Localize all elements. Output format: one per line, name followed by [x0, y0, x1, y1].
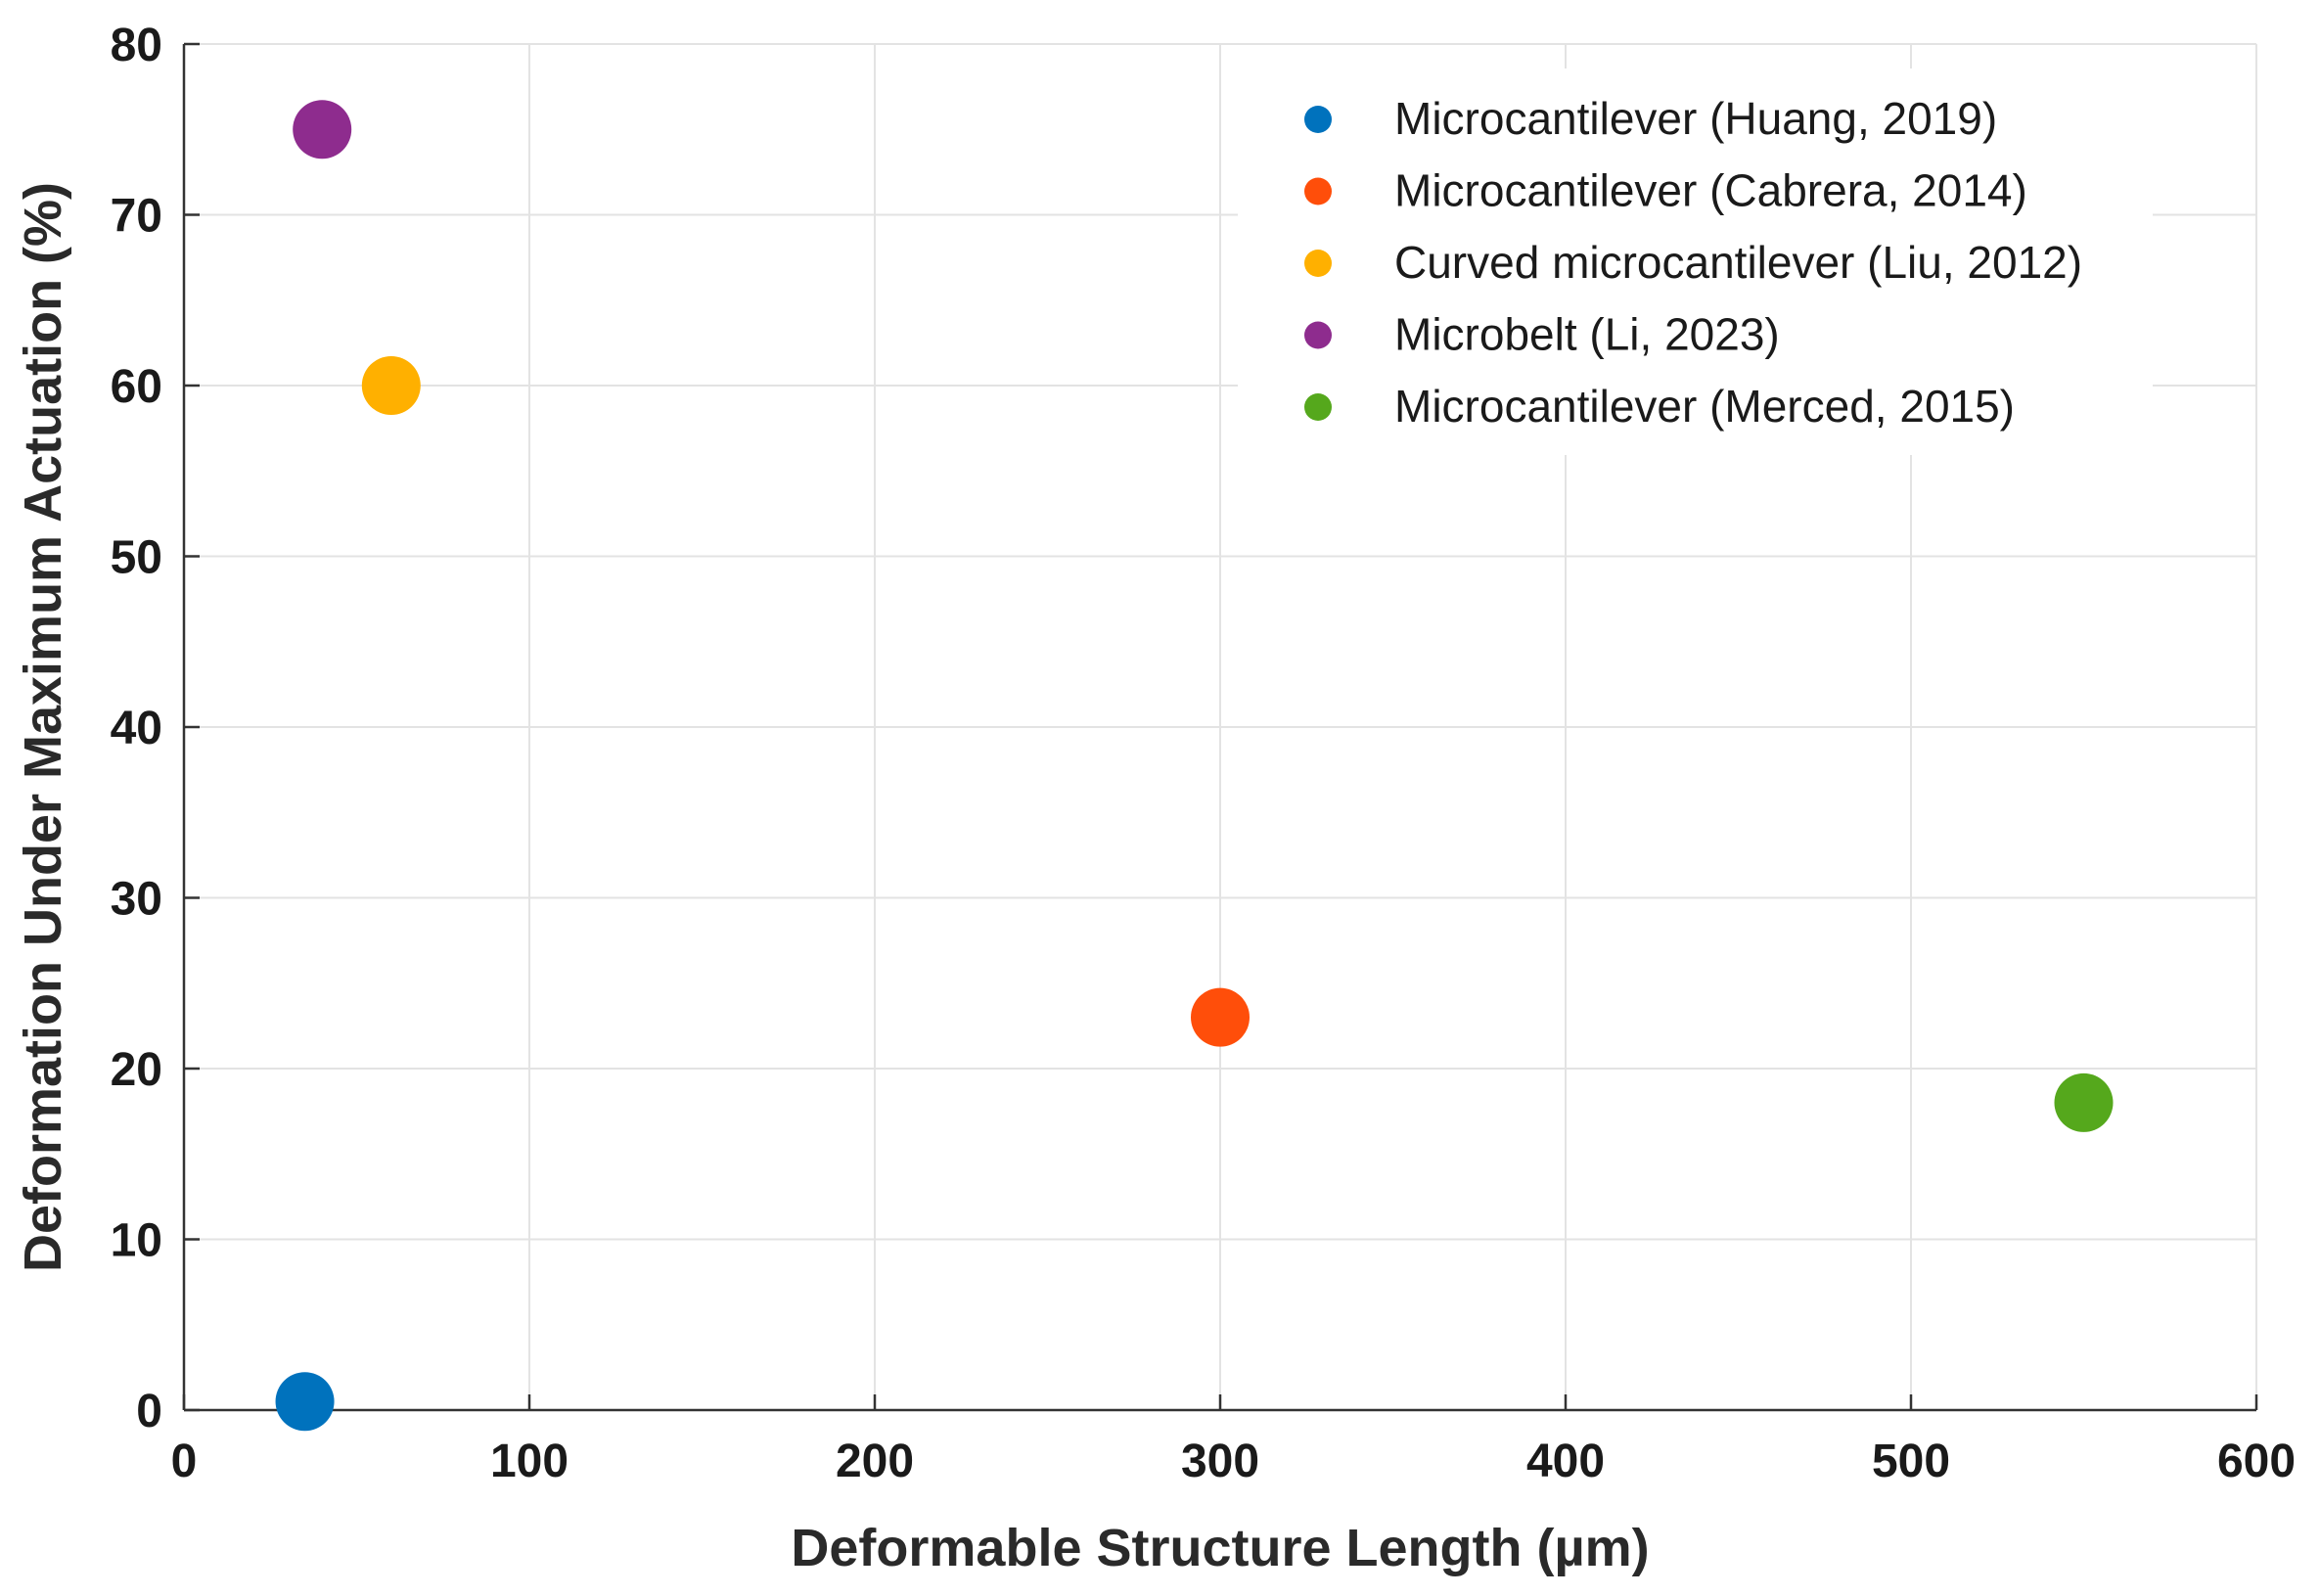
legend-label: Curved microcantilever (Liu, 2012) — [1394, 237, 2082, 288]
axes — [182, 42, 2258, 1412]
legend-marker — [1304, 321, 1332, 349]
data-point-series-2 — [361, 356, 421, 415]
y-tick-label: 20 — [111, 1044, 162, 1096]
x-tick-label: 600 — [2217, 1436, 2296, 1487]
data-point-series-3 — [293, 100, 352, 160]
y-tick-label: 10 — [111, 1215, 162, 1267]
legend-label: Microcantilever (Huang, 2019) — [1394, 93, 1997, 144]
x-tick-label: 300 — [1181, 1436, 1259, 1487]
data-point-series-1 — [1191, 987, 1250, 1047]
y-tick-label: 80 — [111, 20, 162, 71]
x-tick-label: 500 — [1872, 1436, 1950, 1487]
y-tick-label: 60 — [111, 361, 162, 413]
data-point-series-0 — [275, 1372, 335, 1432]
x-tick-label: 200 — [836, 1436, 914, 1487]
y-axis-title: Deformation Under Maximum Actuation (%) — [14, 182, 72, 1272]
legend-marker — [1304, 393, 1332, 421]
data-points — [275, 100, 2114, 1432]
legend-marker — [1304, 250, 1332, 277]
legend-marker — [1304, 106, 1332, 133]
x-tick-label: 100 — [490, 1436, 569, 1487]
x-axis-title: Deformable Structure Length (µm) — [791, 1519, 1649, 1577]
y-tick-label: 40 — [111, 703, 162, 754]
legend: Microcantilever (Huang, 2019) Microcantil… — [1238, 68, 2153, 455]
tick-labels: 0 100 200 300 400 500 600 0 10 20 30 40 50 60 70 80 — [111, 20, 2296, 1487]
legend-background — [1238, 68, 2153, 455]
y-tick-label: 0 — [136, 1386, 162, 1437]
legend-label: Microcantilever (Merced, 2015) — [1394, 381, 2015, 432]
y-tick-label: 50 — [111, 532, 162, 584]
legend-label: Microcantilever (Cabrera, 2014) — [1394, 165, 2027, 216]
data-point-series-4 — [2054, 1072, 2114, 1132]
y-tick-label: 70 — [111, 191, 162, 243]
y-tick-label: 30 — [111, 874, 162, 926]
x-tick-label: 400 — [1526, 1436, 1605, 1487]
legend-label: Microbelt (Li, 2023) — [1394, 309, 1780, 360]
x-tick-label: 0 — [171, 1436, 198, 1487]
legend-marker — [1304, 177, 1332, 205]
